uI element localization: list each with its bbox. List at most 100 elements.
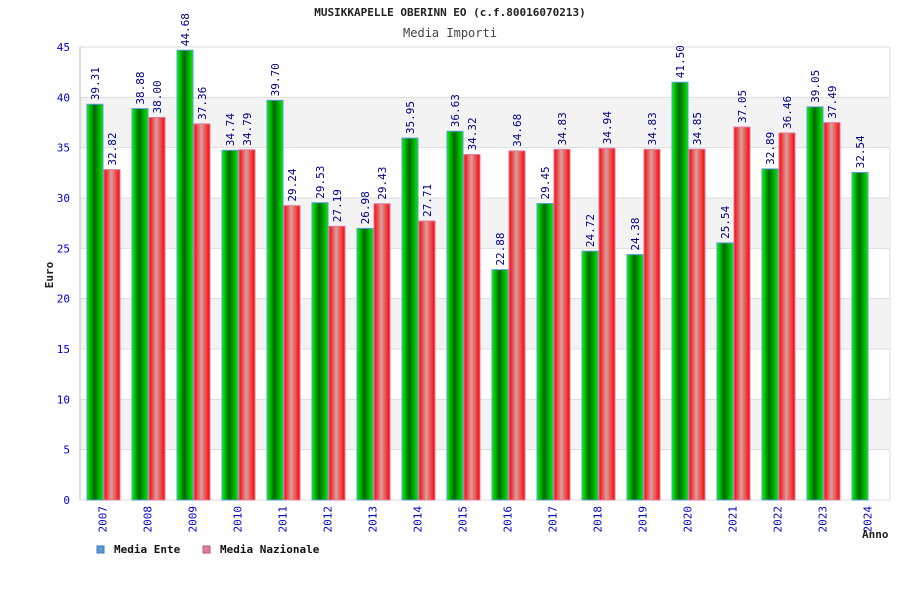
bar-media-ente-2007 [86, 103, 104, 501]
chart-title: MUSIKKAPELLE OBERINN EO (c.f.80016070213… [314, 6, 586, 19]
y-tick-label: 10 [57, 393, 70, 406]
data-label-media-nazionale-2007: 32.82 [106, 132, 119, 165]
data-label-media-ente-2008: 38.88 [134, 71, 147, 104]
data-label-media-ente-2013: 26.98 [359, 191, 372, 224]
bar-media-ente-2020 [671, 81, 689, 501]
y-tick-label: 25 [57, 242, 70, 255]
bar-media-nazionale-2019 [643, 148, 661, 501]
y-axis-label: Euro [43, 261, 56, 288]
bar-media-ente-2009 [176, 49, 194, 501]
bar-media-ente-2008 [131, 108, 149, 501]
bar-media-ente-2018 [581, 250, 599, 501]
bar-media-ente-2024 [851, 171, 869, 501]
x-tick-label-2023: 2023 [817, 506, 830, 533]
data-label-media-ente-2017: 29.45 [539, 166, 552, 199]
data-label-media-ente-2024: 32.54 [854, 135, 867, 168]
data-label-media-nazionale-2009: 37.36 [196, 87, 209, 120]
x-tick-label-2021: 2021 [727, 506, 740, 533]
data-label-media-ente-2012: 29.53 [314, 166, 327, 199]
data-label-media-nazionale-2016: 34.68 [511, 114, 524, 147]
x-tick-label-2020: 2020 [682, 506, 695, 533]
data-label-media-ente-2014: 35.95 [404, 101, 417, 134]
bar-media-nazionale-2007 [103, 169, 121, 501]
bar-media-ente-2015 [446, 130, 464, 501]
bar-media-ente-2012 [311, 202, 329, 501]
data-label-media-ente-2020: 41.50 [674, 45, 687, 78]
bar-media-nazionale-2010 [238, 149, 256, 501]
bar-media-nazionale-2017 [553, 148, 571, 501]
x-tick-label-2013: 2013 [367, 506, 380, 533]
x-tick-label-2019: 2019 [637, 506, 650, 533]
y-tick-label: 30 [57, 192, 70, 205]
bar-media-nazionale-2015 [463, 154, 481, 501]
data-label-media-nazionale-2019: 34.83 [646, 112, 659, 145]
data-label-media-ente-2015: 36.63 [449, 94, 462, 127]
legend-label-media-nazionale: Media Nazionale [220, 543, 320, 556]
bar-media-nazionale-2014 [418, 220, 436, 501]
x-tick-label-2008: 2008 [142, 506, 155, 533]
bar-media-nazionale-2009 [193, 123, 211, 501]
x-tick-label-2017: 2017 [547, 506, 560, 533]
bar-media-ente-2021 [716, 242, 734, 501]
data-label-media-nazionale-2023: 37.49 [826, 85, 839, 118]
bar-media-ente-2014 [401, 137, 419, 501]
bar-media-nazionale-2013 [373, 203, 391, 501]
grid-band [80, 97, 890, 148]
y-tick-label: 45 [57, 41, 70, 54]
bar-media-ente-2023 [806, 106, 824, 501]
bar-media-ente-2022 [761, 168, 779, 501]
data-label-media-nazionale-2010: 34.79 [241, 113, 254, 146]
data-label-media-ente-2023: 39.05 [809, 70, 822, 103]
bar-media-ente-2019 [626, 254, 644, 501]
bar-media-nazionale-2020 [688, 148, 706, 501]
chart-subtitle: Media Importi [403, 26, 497, 40]
bar-media-nazionale-2011 [283, 205, 301, 501]
data-label-media-nazionale-2020: 34.85 [691, 112, 704, 145]
bar-media-nazionale-2021 [733, 126, 751, 501]
y-tick-label: 40 [57, 91, 70, 104]
grid-band [80, 298, 890, 349]
x-axis-label: Anno [862, 528, 889, 541]
x-tick-label-2014: 2014 [412, 506, 425, 533]
bar-media-nazionale-2016 [508, 150, 526, 501]
y-tick-label: 0 [63, 494, 70, 507]
y-tick-label: 20 [57, 293, 70, 306]
legend-label-media-ente: Media Ente [114, 543, 181, 556]
bar-media-ente-2016 [491, 269, 509, 501]
legend-swatch-media-nazionale [202, 545, 211, 554]
data-label-media-ente-2009: 44.68 [179, 13, 192, 46]
data-label-media-ente-2016: 22.88 [494, 233, 507, 266]
bar-media-ente-2011 [266, 99, 284, 501]
data-label-media-ente-2018: 24.72 [584, 214, 597, 247]
bar-media-nazionale-2012 [328, 225, 346, 501]
data-label-media-nazionale-2017: 34.83 [556, 112, 569, 145]
x-tick-label-2018: 2018 [592, 506, 605, 533]
data-label-media-nazionale-2018: 34.94 [601, 111, 614, 144]
data-label-media-ente-2019: 24.38 [629, 217, 642, 250]
x-tick-label-2022: 2022 [772, 506, 785, 533]
data-label-media-nazionale-2012: 27.19 [331, 189, 344, 222]
y-tick-label: 5 [63, 444, 70, 457]
x-tick-label-2011: 2011 [277, 506, 290, 533]
data-label-media-ente-2010: 34.74 [224, 113, 237, 146]
data-label-media-nazionale-2015: 34.32 [466, 117, 479, 150]
bar-media-ente-2013 [356, 227, 374, 501]
grid-band [80, 198, 890, 249]
bar-media-nazionale-2008 [148, 116, 166, 501]
data-label-media-nazionale-2011: 29.24 [286, 168, 299, 201]
bar-media-nazionale-2023 [823, 122, 841, 501]
x-tick-label-2024: 2024 [862, 506, 875, 533]
bar-media-nazionale-2022 [778, 132, 796, 501]
data-label-media-ente-2007: 39.31 [89, 67, 102, 100]
y-tick-label: 15 [57, 343, 70, 356]
grid-band [80, 399, 890, 450]
x-tick-label-2016: 2016 [502, 506, 515, 533]
y-tick-label: 35 [57, 142, 70, 155]
data-label-media-nazionale-2013: 29.43 [376, 167, 389, 200]
data-label-media-nazionale-2021: 37.05 [736, 90, 749, 123]
data-label-media-nazionale-2008: 38.00 [151, 80, 164, 113]
x-tick-label-2012: 2012 [322, 506, 335, 533]
bar-media-nazionale-2018 [598, 147, 616, 501]
bar-media-ente-2010 [221, 149, 239, 501]
